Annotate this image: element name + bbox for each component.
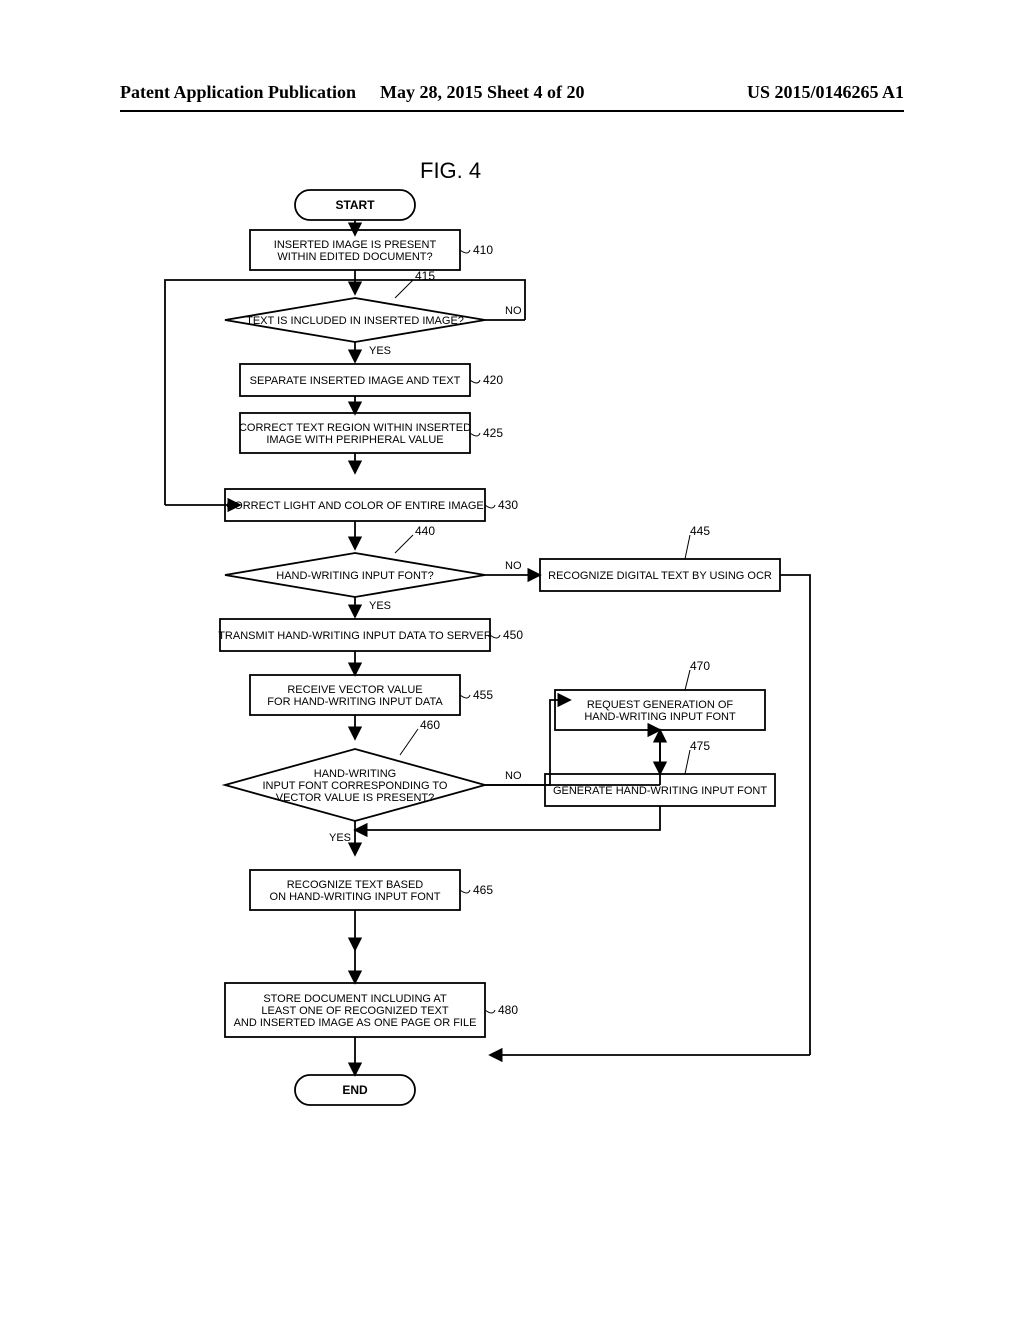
box-475-text0: GENERATE HAND-WRITING INPUT FONT [553,785,767,797]
box-470-text0: REQUEST GENERATION OF [587,699,734,711]
leader [485,1010,495,1013]
ref-475: 475 [690,739,710,753]
page: Patent Application Publication May 28, 2… [0,0,1024,1320]
box-465-text1: ON HAND-WRITING INPUT FONT [270,891,441,903]
box-410-text0: INSERTED IMAGE IS PRESENT [274,239,437,251]
box-480-text1: LEAST ONE OF RECOGNIZED TEXT [261,1005,449,1017]
label: YES [369,345,391,357]
leader [470,433,480,436]
ref-450: 450 [503,628,523,642]
header-date: May 28, 2015 Sheet 4 of 20 [380,82,584,103]
diamond-440-text0: HAND-WRITING INPUT FONT? [276,570,433,582]
diamond-460-text1: INPUT FONT CORRESPONDING TO [263,780,448,792]
label: NO [505,560,522,572]
box-425-text1: IMAGE WITH PERIPHERAL VALUE [266,434,443,446]
header-pub: Patent Application Publication [120,82,356,103]
ref-480: 480 [498,1003,518,1017]
box-455-text0: RECEIVE VECTOR VALUE [287,684,422,696]
box-480-text2: AND INSERTED IMAGE AS ONE PAGE OR FILE [234,1017,477,1029]
label: YES [329,832,351,844]
flowchart-figure: FIG. 4 START INSERTED IMAGE IS PRESENTWITH… [120,150,920,1250]
leader [470,380,480,383]
box-470-text1: HAND-WRITING INPUT FONT [584,711,736,723]
box-425-text0: CORRECT TEXT REGION WITHIN INSERTED [239,422,471,434]
ref-430: 430 [498,498,518,512]
leader [485,505,495,508]
diamond-415-text0: TEXT IS INCLUDED IN INSERTED IMAGE? [246,315,464,327]
diamond-460-text0: HAND-WRITING [314,768,397,780]
box-410-text1: WITHIN EDITED DOCUMENT? [277,251,432,263]
connector [780,575,810,1055]
diamond-460-text2: VECTOR VALUE IS PRESENT? [276,792,435,804]
ref-420: 420 [483,373,503,387]
ref-460: 460 [420,718,440,732]
connector [165,280,525,505]
ref-440: 440 [415,524,435,538]
header-number: US 2015/0146265 A1 [747,82,904,103]
box-420-text0: SEPARATE INSERTED IMAGE AND TEXT [250,375,461,387]
ref-470: 470 [690,659,710,673]
ref-465: 465 [473,883,493,897]
label: NO [505,770,522,782]
ref-425: 425 [483,426,503,440]
label: YES [369,600,391,612]
start-terminal-label: START [335,198,375,212]
box-480-text0: STORE DOCUMENT INCLUDING AT [263,993,447,1005]
ref-410: 410 [473,243,493,257]
end-terminal-label: END [342,1083,368,1097]
leader [460,695,470,698]
leader [460,250,470,253]
leader [460,890,470,893]
connector [375,806,660,830]
figure-label: FIG. 4 [420,158,481,183]
box-450-text0: TRANSMIT HAND-WRITING INPUT DATA TO SERV… [218,630,492,642]
label: NO [505,305,522,317]
box-445-text0: RECOGNIZE DIGITAL TEXT BY USING OCR [548,570,772,582]
ref-455: 455 [473,688,493,702]
ref-445: 445 [690,524,710,538]
connector [485,700,570,785]
box-465-text0: RECOGNIZE TEXT BASED [287,879,424,891]
header-rule [120,110,904,112]
box-430-text0: CORRECT LIGHT AND COLOR OF ENTIRE IMAGE [226,500,484,512]
box-455-text1: FOR HAND-WRITING INPUT DATA [267,696,443,708]
